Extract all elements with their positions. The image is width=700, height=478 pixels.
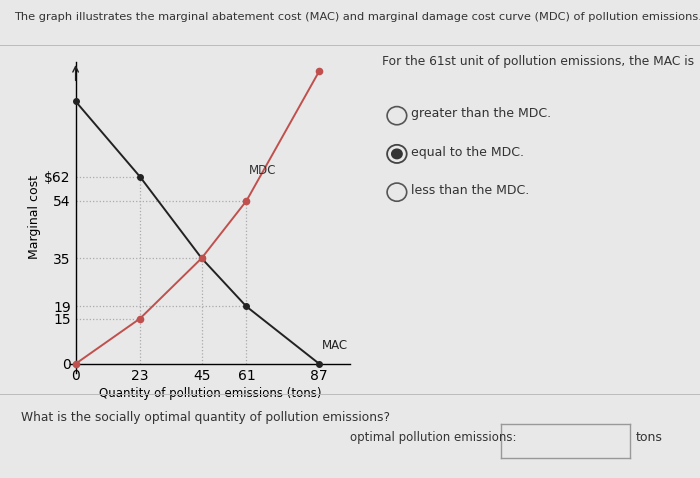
Text: What is the socially optimal quantity of pollution emissions?: What is the socially optimal quantity of…	[21, 411, 390, 424]
X-axis label: Quantity of pollution emissions (tons): Quantity of pollution emissions (tons)	[99, 387, 321, 400]
Text: equal to the MDC.: equal to the MDC.	[411, 145, 524, 159]
Text: The graph illustrates the marginal abatement cost (MAC) and marginal damage cost: The graph illustrates the marginal abate…	[14, 12, 700, 22]
Y-axis label: Marginal cost: Marginal cost	[29, 175, 41, 260]
Text: greater than the MDC.: greater than the MDC.	[411, 107, 551, 120]
Text: optimal pollution emissions:: optimal pollution emissions:	[350, 431, 517, 444]
Text: tons: tons	[636, 431, 662, 444]
Text: MDC: MDC	[249, 164, 276, 177]
Text: For the 61st unit of pollution emissions, the MAC is: For the 61st unit of pollution emissions…	[382, 55, 694, 68]
Text: MAC: MAC	[322, 339, 348, 352]
Text: less than the MDC.: less than the MDC.	[411, 184, 529, 197]
